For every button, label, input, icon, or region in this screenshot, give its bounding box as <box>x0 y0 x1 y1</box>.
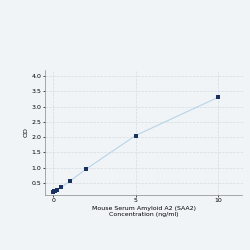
Point <box>55 188 59 192</box>
X-axis label: Mouse Serum Amyloid A2 (SAA2)
Concentration (ng/ml): Mouse Serum Amyloid A2 (SAA2) Concentrat… <box>92 206 196 217</box>
Y-axis label: OD: OD <box>24 128 29 138</box>
Point <box>52 189 56 193</box>
Point <box>216 96 220 100</box>
Point <box>60 186 64 190</box>
Point <box>134 134 138 138</box>
Point <box>51 190 55 194</box>
Point <box>68 179 72 183</box>
Point <box>53 189 57 193</box>
Point <box>84 167 88 171</box>
